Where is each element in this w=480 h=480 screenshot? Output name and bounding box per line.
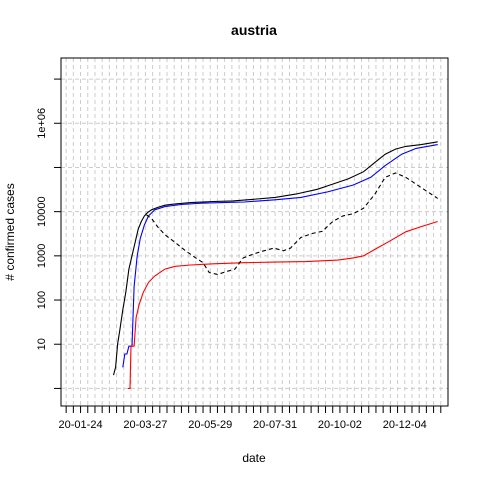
- series-line-4: [146, 172, 439, 275]
- x-tick-label: 20-12-04: [383, 419, 427, 431]
- series-line-1: [112, 141, 438, 376]
- x-tick-label: 20-01-24: [59, 419, 103, 431]
- x-axis-label: date: [242, 451, 266, 465]
- y-tick-label: 1e+06: [36, 108, 48, 139]
- x-tick-label: 20-05-29: [188, 419, 232, 431]
- x-tick-label: 20-03-27: [123, 419, 167, 431]
- plot-frame: [60, 57, 449, 407]
- y-tick-label: 100: [36, 291, 48, 309]
- y-tick-label: 10: [36, 338, 48, 350]
- x-tick-label: 20-10-02: [318, 419, 362, 431]
- x-tick-label: 20-07-31: [253, 419, 297, 431]
- chart-title: austria: [231, 22, 277, 38]
- axis-ticks: 20-01-24 20-03-27 20-05-29 20-07-31 20-10-02…: [36, 78, 442, 431]
- y-axis-label: # confirmed cases: [3, 183, 17, 280]
- series-line-3: [127, 220, 438, 389]
- y-tick-label: 10000: [36, 196, 48, 227]
- grid: [61, 58, 448, 406]
- series-layer: [112, 141, 439, 389]
- y-tick-label: 1000: [36, 244, 48, 268]
